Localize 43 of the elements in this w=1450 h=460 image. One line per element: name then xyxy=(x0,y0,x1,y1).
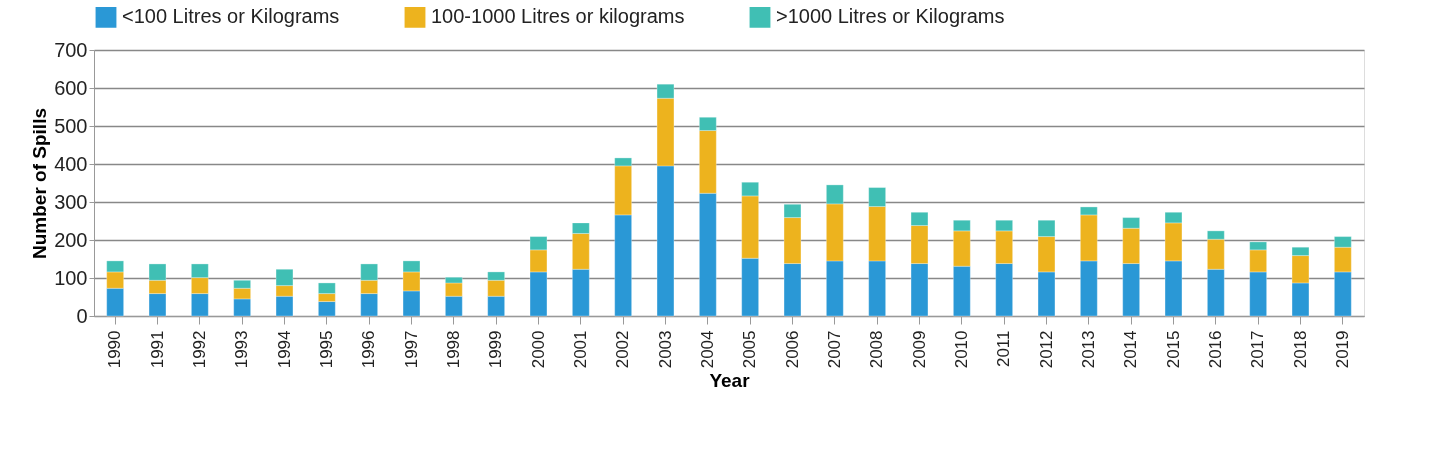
x-tick-label: 2004 xyxy=(697,330,717,369)
x-tick-label: 1991 xyxy=(147,330,167,369)
y-tick-label: 600 xyxy=(54,76,88,99)
x-tick-label: 2013 xyxy=(1078,330,1098,369)
legend-label: >1000 Litres or Kilograms xyxy=(776,5,1005,28)
x-tick-label: 2010 xyxy=(951,330,971,369)
y-tick-label: 400 xyxy=(54,152,88,175)
x-tick-label: 1993 xyxy=(232,330,252,369)
x-tick-label: 2019 xyxy=(1332,330,1352,369)
x-tick-label: 2015 xyxy=(1163,330,1183,369)
y-tick-label: 0 xyxy=(76,304,88,327)
x-tick-label: 2000 xyxy=(528,330,548,369)
legend-label: 100-1000 Litres or kilograms xyxy=(431,5,685,28)
legend-label: <100 Litres or Kilograms xyxy=(122,5,340,28)
x-tick-label: 1997 xyxy=(401,330,421,369)
x-tick-label: 1990 xyxy=(105,330,125,369)
x-tick-label: 2017 xyxy=(1248,330,1268,369)
x-tick-label: 1998 xyxy=(443,330,463,369)
x-tick-label: 2008 xyxy=(867,330,887,369)
x-tick-label: 2009 xyxy=(909,330,929,369)
x-tick-label: 2006 xyxy=(782,330,802,369)
x-tick-label: 1999 xyxy=(486,330,506,369)
x-tick-label: 2012 xyxy=(1036,330,1056,369)
x-tick-label: 2014 xyxy=(1121,330,1141,369)
x-tick-label: 2003 xyxy=(655,330,675,369)
x-tick-label: 2002 xyxy=(613,330,633,369)
y-tick-label: 200 xyxy=(54,228,88,251)
x-tick-label: 2005 xyxy=(740,330,760,369)
y-axis-title: Number of Spills xyxy=(29,108,51,259)
x-axis-title: Year xyxy=(709,370,751,392)
x-tick-label: 1995 xyxy=(316,330,336,369)
y-tick-label: 700 xyxy=(54,38,88,61)
x-tick-label: 1996 xyxy=(359,330,379,369)
y-tick-label: 100 xyxy=(54,266,88,289)
x-tick-label: 1992 xyxy=(189,330,209,369)
y-tick-label: 500 xyxy=(54,114,88,137)
x-tick-label: 2018 xyxy=(1290,330,1310,369)
x-tick-label: 2001 xyxy=(570,330,590,369)
x-tick-label: 1994 xyxy=(274,330,294,369)
x-tick-label: 2011 xyxy=(994,330,1014,368)
x-tick-label: 2016 xyxy=(1205,330,1225,369)
x-tick-label: 2007 xyxy=(824,330,844,369)
y-tick-label: 300 xyxy=(54,190,88,213)
